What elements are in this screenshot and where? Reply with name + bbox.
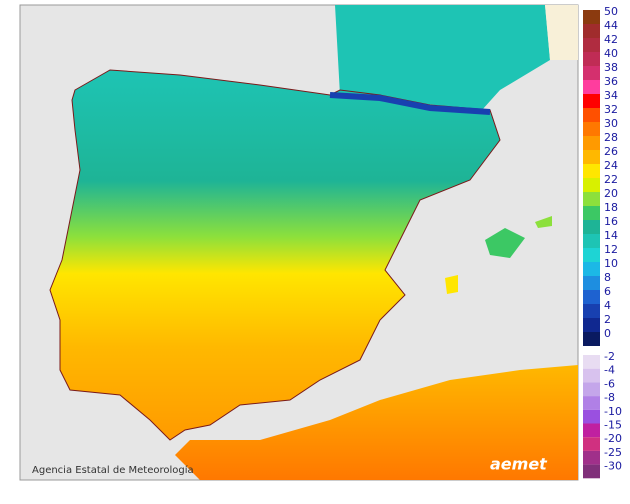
legend-label: 16 xyxy=(604,215,618,228)
legend-swatch xyxy=(583,94,600,108)
legend-label: 24 xyxy=(604,159,618,172)
legend-label: -30 xyxy=(604,460,622,473)
legend-label: 2 xyxy=(604,313,611,326)
legend-label: 50 xyxy=(604,5,618,18)
legend-label: 44 xyxy=(604,19,618,32)
legend-swatch xyxy=(583,382,600,397)
legend-swatch xyxy=(583,164,600,178)
legend-swatch xyxy=(583,450,600,465)
legend-swatch xyxy=(583,276,600,290)
legend-label: -2 xyxy=(604,350,615,363)
legend-label: -6 xyxy=(604,377,615,390)
legend-label: 8 xyxy=(604,271,611,284)
legend-label: 22 xyxy=(604,173,618,186)
legend-label: -10 xyxy=(604,405,622,418)
legend-label: 14 xyxy=(604,229,618,242)
legend-swatch xyxy=(583,52,600,66)
credit: Agencia Estatal de Meteorología xyxy=(32,464,194,476)
legend-swatch xyxy=(583,368,600,383)
legend-swatch xyxy=(583,464,600,479)
pyrenees xyxy=(329,92,491,115)
legend-label: 26 xyxy=(604,145,618,158)
legend-label: 30 xyxy=(604,117,618,130)
legend-swatch xyxy=(583,150,600,164)
logo: aemet xyxy=(490,455,548,474)
legend: 5044424038363432302826242220181614121086… xyxy=(583,5,622,479)
legend-swatch xyxy=(583,122,600,136)
legend-swatch xyxy=(583,66,600,80)
legend-swatch xyxy=(583,206,600,220)
legend-swatch xyxy=(583,262,600,276)
legend-swatch xyxy=(583,136,600,150)
legend-label: 12 xyxy=(604,243,618,256)
legend-label: 0 xyxy=(604,327,611,340)
menorca xyxy=(535,216,552,228)
ibiza xyxy=(445,275,458,294)
legend-label: 42 xyxy=(604,33,618,46)
legend-label: 28 xyxy=(604,131,618,144)
mallorca xyxy=(485,228,525,258)
legend-label: -4 xyxy=(604,364,615,377)
iberia xyxy=(49,69,501,441)
corner-area xyxy=(545,5,578,60)
legend-label: 6 xyxy=(604,285,611,298)
africa xyxy=(175,365,578,480)
legend-swatch xyxy=(583,290,600,304)
legend-swatch xyxy=(583,108,600,122)
legend-swatch xyxy=(583,178,600,192)
legend-swatch xyxy=(583,318,600,332)
france xyxy=(335,5,550,110)
legend-label: 36 xyxy=(604,75,618,88)
legend-label: 38 xyxy=(604,61,618,74)
legend-label: 34 xyxy=(604,89,618,102)
legend-swatch xyxy=(583,10,600,24)
legend-swatch xyxy=(583,409,600,424)
legend-swatch xyxy=(583,24,600,38)
legend-label: 18 xyxy=(604,201,618,214)
legend-swatch xyxy=(583,248,600,262)
legend-label: -20 xyxy=(604,432,622,445)
legend-swatch xyxy=(583,355,600,369)
legend-swatch xyxy=(583,423,600,438)
legend-label: -15 xyxy=(604,419,622,432)
legend-swatch xyxy=(583,80,600,94)
legend-label: 10 xyxy=(604,257,618,270)
legend-swatch xyxy=(583,220,600,234)
legend-label: 20 xyxy=(604,187,618,200)
legend-label: 32 xyxy=(604,103,618,116)
legend-swatch xyxy=(583,332,600,346)
legend-label: 40 xyxy=(604,47,618,60)
legend-label: 4 xyxy=(604,299,611,312)
legend-swatch xyxy=(583,192,600,206)
legend-label: -8 xyxy=(604,391,615,404)
legend-swatch xyxy=(583,437,600,451)
legend-swatch xyxy=(583,234,600,248)
legend-swatch xyxy=(583,396,600,410)
legend-label: -25 xyxy=(604,446,622,459)
legend-swatch xyxy=(583,38,600,52)
legend-swatch xyxy=(583,304,600,318)
